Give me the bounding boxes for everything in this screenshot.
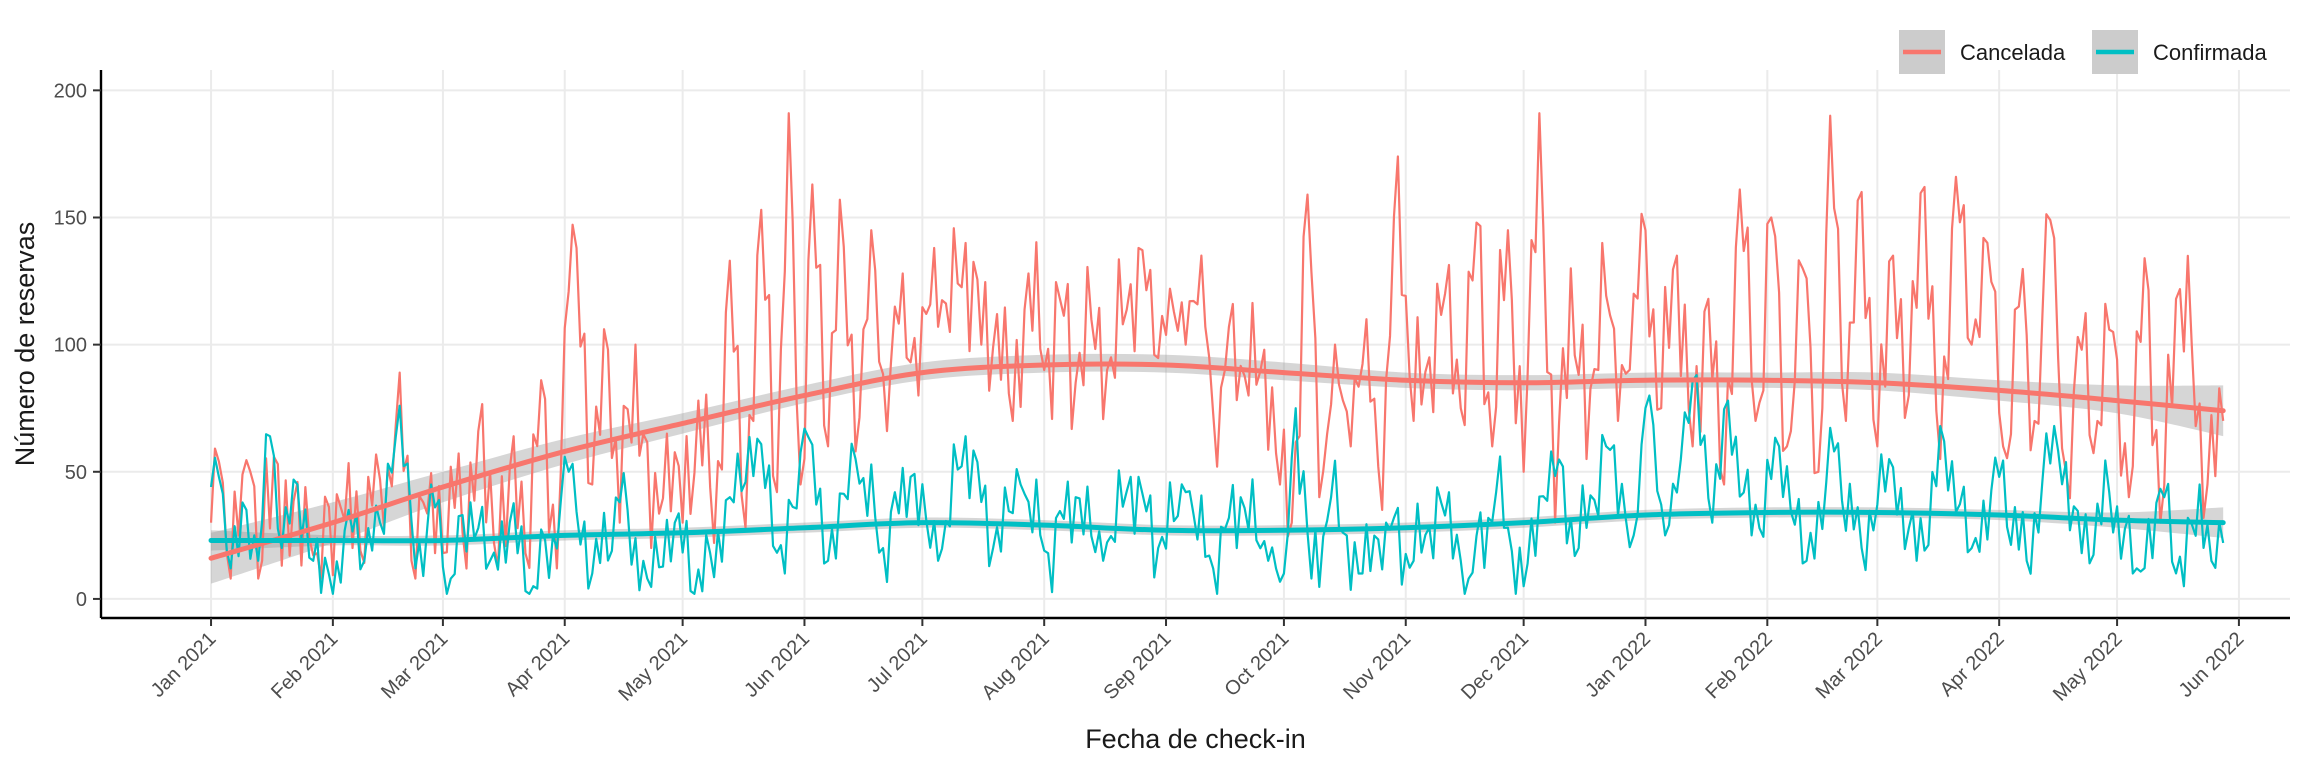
x-axis-title: Fecha de check-in — [1085, 724, 1306, 754]
x-tick-label: Oct 2021 — [1221, 628, 1294, 701]
x-tick-label: Dec 2021 — [1457, 628, 1533, 704]
x-tick-label: Jan 2022 — [1581, 628, 1655, 702]
x-tick-label: Mar 2022 — [1812, 628, 1887, 703]
smooth-lines — [208, 361, 2226, 561]
x-tick-label: Mar 2021 — [377, 628, 452, 703]
y-tick-label: 150 — [54, 207, 87, 229]
legend-label-confirmada: Confirmada — [2153, 40, 2267, 65]
x-tick-label: Sep 2021 — [1099, 628, 1175, 704]
smooth-line-confirmada — [208, 509, 2226, 544]
confidence-band-cancelada — [211, 353, 2224, 584]
x-tick-label: May 2021 — [615, 628, 693, 706]
x-tick-label: May 2022 — [2049, 628, 2127, 706]
x-axis-ticks: Jan 2021 Feb 2021 Mar 2021 Apr 2021 May 2021… — [147, 618, 2249, 706]
x-tick-label: Jul 2021 — [863, 628, 932, 697]
y-tick-label: 0 — [76, 589, 87, 611]
grid-layer — [101, 70, 2290, 618]
x-tick-label: Jun 2022 — [2175, 628, 2249, 702]
y-tick-label: 100 — [54, 335, 87, 357]
y-tick-label: 200 — [54, 80, 87, 102]
y-tick-label: 50 — [65, 462, 87, 484]
legend: Cancelada Confirmada — [1899, 30, 2267, 74]
smooth-line-cancelada — [208, 361, 2226, 561]
series-lines — [209, 112, 2225, 595]
x-tick-label: Apr 2021 — [501, 628, 574, 701]
x-tick-label: Apr 2022 — [1936, 628, 2009, 701]
y-axis-ticks: 0 50 100 150 200 — [54, 80, 101, 611]
y-axis-title: Número de reservas — [10, 222, 40, 467]
x-tick-label: Nov 2021 — [1339, 628, 1415, 704]
x-tick-label: Feb 2022 — [1702, 628, 1777, 703]
confidence-bands — [211, 353, 2224, 584]
x-tick-label: Jun 2021 — [740, 628, 814, 702]
legend-label-cancelada: Cancelada — [1960, 40, 2066, 65]
x-tick-label: Feb 2021 — [267, 628, 342, 703]
series-line-cancelada — [209, 112, 2225, 580]
series-line-confirmada — [209, 374, 2225, 595]
x-tick-label: Jan 2021 — [147, 628, 221, 702]
x-tick-label: Aug 2021 — [978, 628, 1054, 704]
